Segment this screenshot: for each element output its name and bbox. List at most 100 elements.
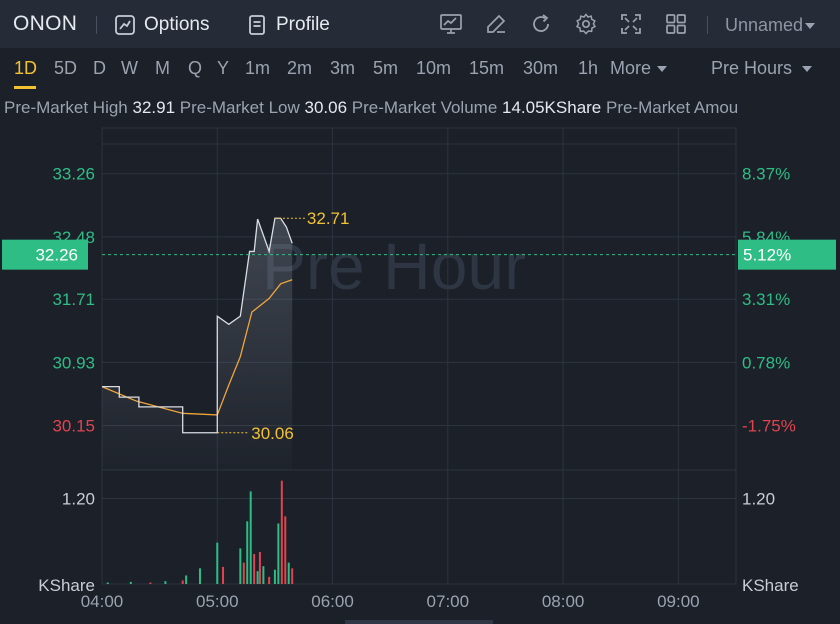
max-price-label: 32.71	[307, 209, 350, 228]
current-price-badge	[2, 239, 88, 270]
timeframe-m[interactable]: M	[155, 58, 170, 78]
volume-bar	[268, 576, 271, 584]
volume-bar	[262, 566, 265, 584]
timeframe-10m[interactable]: 10m	[416, 58, 452, 78]
min-price-label: 30.06	[251, 424, 294, 443]
premarket-stats: Pre-Market High 32.91 Pre-Market Low 30.…	[4, 98, 738, 118]
draw-pen-icon[interactable]	[484, 12, 508, 36]
options-label: Options	[144, 14, 210, 35]
volume-bar	[287, 562, 290, 584]
active-timeframe-indicator	[14, 86, 36, 89]
toolbar-divider	[96, 16, 97, 34]
chevron-down-icon	[805, 22, 816, 29]
time-tick-label: 07:00	[427, 592, 470, 611]
timeframe-w[interactable]: W	[121, 58, 138, 78]
price-tick-label: 33.26	[52, 165, 95, 184]
volume-label: Pre-Market Volume	[351, 98, 498, 117]
layout-grid-icon[interactable]	[664, 12, 688, 36]
volume-unit-right: KShare	[742, 576, 799, 595]
time-tick-label: 08:00	[542, 592, 585, 611]
volume-bar	[198, 568, 201, 584]
volume-bar	[185, 575, 188, 584]
refresh-icon[interactable]	[529, 12, 553, 36]
percent-tick-label: 8.37%	[742, 165, 790, 184]
volume-bar	[273, 569, 276, 584]
time-tick-label: 05:00	[196, 592, 239, 611]
volume-bar	[258, 551, 261, 584]
price-tick-label: 31.71	[52, 290, 95, 309]
percent-tick-label: 3.31%	[742, 290, 790, 309]
layout-name-label: Unnamed	[725, 15, 804, 35]
session-dropdown[interactable]: Pre Hours	[711, 58, 813, 79]
profile-document-icon	[249, 15, 265, 35]
volume-bar	[277, 523, 280, 584]
volume-tick-left: 1.20	[62, 490, 95, 509]
volume-bar	[291, 568, 294, 584]
volume-tick-right: 1.20	[742, 490, 775, 509]
timeframe-5m[interactable]: 5m	[373, 58, 399, 78]
volume-bar	[106, 582, 109, 584]
options-button[interactable]: Options	[114, 11, 209, 39]
timeframe-1h[interactable]: 1h	[578, 58, 599, 78]
watermark-text: Pre Hour	[262, 229, 526, 303]
current-percent-value: 5.12%	[743, 246, 791, 265]
more-timeframes-dropdown[interactable]: More	[610, 58, 668, 79]
volume-bar	[181, 580, 184, 584]
percent-tick-label: 0.78%	[742, 353, 790, 372]
options-chart-icon	[115, 15, 135, 35]
layout-name-dropdown[interactable]: Unnamed	[725, 15, 816, 36]
chart-frame	[101, 127, 737, 585]
volume-bar	[239, 548, 242, 584]
session-label: Pre Hours	[711, 58, 793, 78]
price-tick-label: 30.93	[52, 353, 95, 372]
chevron-down-icon	[657, 65, 668, 72]
settings-gear-icon[interactable]	[574, 12, 598, 36]
time-tick-label: 04:00	[81, 592, 124, 611]
indicator-chart-icon[interactable]	[439, 12, 463, 36]
amount-label: Pre-Market Amou	[606, 98, 739, 117]
volume-bar	[129, 581, 132, 584]
low-value: 30.06	[304, 98, 348, 117]
timeframe-d[interactable]: D	[93, 58, 106, 78]
timeframe-1m[interactable]: 1m	[245, 58, 271, 78]
volume-bar	[280, 480, 283, 584]
high-label: Pre-Market High	[4, 98, 128, 117]
chevron-down-icon	[802, 65, 813, 72]
volume-bar	[253, 554, 256, 584]
more-label: More	[610, 58, 652, 78]
volume-bar	[164, 581, 167, 584]
profile-button[interactable]: Profile	[246, 11, 330, 39]
profile-label: Profile	[276, 14, 330, 35]
timeframe-y[interactable]: Y	[217, 58, 230, 78]
timeframe-q[interactable]: Q	[188, 58, 203, 78]
timeframe-5d[interactable]: 5D	[54, 58, 78, 78]
volume-bar	[149, 582, 152, 584]
time-tick-label: 09:00	[657, 592, 700, 611]
timeframe-30m[interactable]: 30m	[523, 58, 559, 78]
timeframe-3m[interactable]: 3m	[330, 58, 356, 78]
volume-bar	[249, 491, 252, 584]
price-line	[102, 217, 293, 434]
high-value: 32.91	[132, 98, 176, 117]
current-price-value: 32.26	[35, 246, 78, 265]
current-percent-badge	[738, 239, 836, 270]
timeframe-bar: More Pre Hours 1D 5D D W M Q Y 1m 2m 3m 5m 10m 15m 30…	[0, 50, 840, 88]
volume-bar	[242, 562, 245, 584]
timeframe-2m[interactable]: 2m	[287, 58, 313, 78]
top-toolbar: ONON Options Profile	[0, 0, 840, 48]
volume-bar	[222, 566, 225, 584]
volume-value: 14.05KShare	[502, 98, 602, 117]
low-label: Pre-Market Low	[179, 98, 300, 117]
volume-bar	[256, 571, 259, 584]
price-tick-label: 30.15	[52, 416, 95, 435]
timeframe-1d[interactable]: 1D	[14, 58, 38, 78]
ticker-symbol[interactable]: ONON	[13, 12, 78, 35]
chart-scrollbar[interactable]	[345, 620, 493, 624]
timeframe-15m[interactable]: 15m	[469, 58, 505, 78]
toolbar-divider	[707, 16, 708, 34]
volume-bar	[284, 516, 287, 584]
percent-tick-label: -1.75%	[742, 416, 796, 435]
fullscreen-icon[interactable]	[619, 12, 643, 36]
volume-bar	[246, 521, 249, 584]
